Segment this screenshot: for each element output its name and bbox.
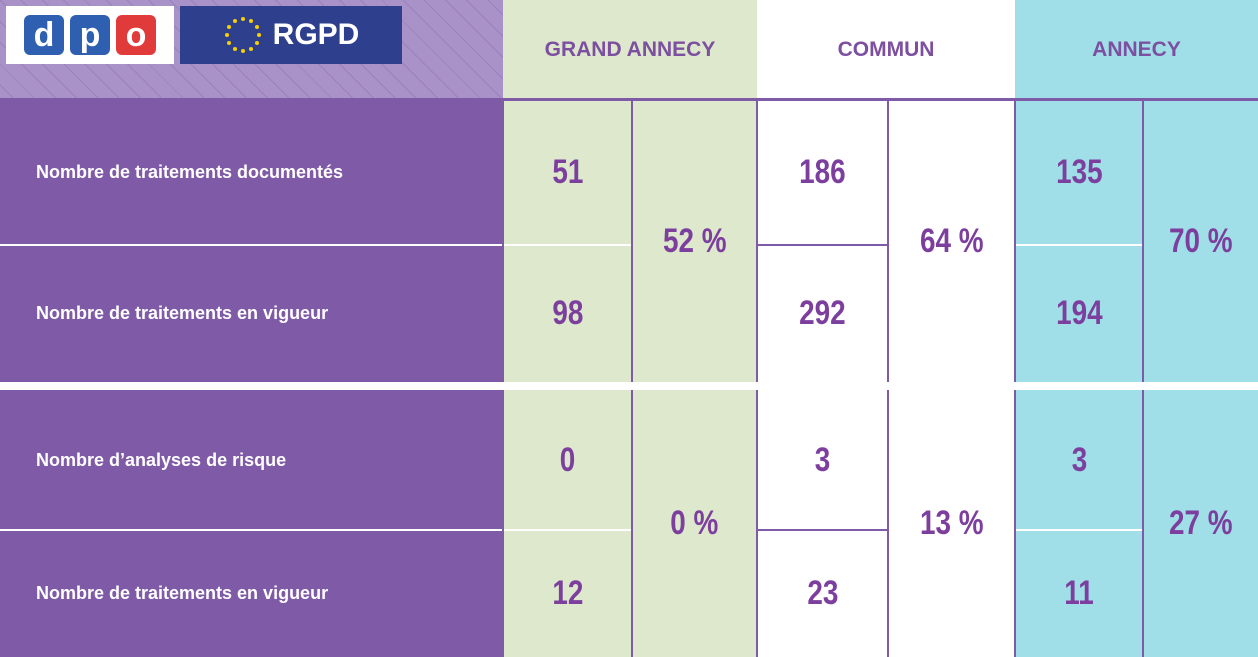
column-separator <box>887 100 889 382</box>
value: 194 <box>1055 294 1103 332</box>
row-label: Nombre de traitements en vigueur <box>0 530 503 657</box>
percent: 70 % <box>1168 221 1233 260</box>
column-separator <box>756 100 758 657</box>
value-cell: 12 <box>503 530 632 657</box>
value-cell: 11 <box>1015 530 1143 657</box>
percent: 0 % <box>670 504 719 542</box>
column-separator <box>1142 390 1144 657</box>
value: 186 <box>799 153 846 191</box>
value: 98 <box>551 294 584 332</box>
value-cell: 3 <box>757 390 888 530</box>
value: 23 <box>806 574 839 612</box>
eu-stars <box>224 17 261 53</box>
dpo-letter: o <box>116 15 156 55</box>
value-cell: 194 <box>1015 245 1143 382</box>
dpo-letter: p <box>70 15 110 55</box>
row-label: Nombre de traitements en vigueur <box>0 245 503 382</box>
column-header: GRAND ANNECY <box>503 0 757 100</box>
column-separator <box>631 390 633 657</box>
row-separator <box>0 244 503 246</box>
column-separator <box>1014 100 1016 657</box>
percent-cell: 52 % <box>632 100 757 382</box>
value-cell: 3 <box>1015 390 1143 530</box>
value-cell: 186 <box>757 100 888 245</box>
rgpd-text: RGPD <box>272 18 360 51</box>
value: 292 <box>799 294 846 332</box>
percent-cell: 27 % <box>1143 390 1258 657</box>
column-separator <box>502 100 504 657</box>
percent: 27 % <box>1168 504 1233 542</box>
dpo-letter: d <box>24 15 64 55</box>
value: 0 <box>559 440 576 479</box>
row-separator <box>0 529 503 531</box>
value: 12 <box>551 574 584 612</box>
percent-cell: 70 % <box>1143 100 1258 382</box>
row-separator <box>1015 529 1143 531</box>
column-separator <box>631 100 633 382</box>
column-header: COMMUN <box>757 0 1015 100</box>
percent-cell: 64 % <box>888 100 1015 382</box>
rgpd-logo: RGPD <box>180 6 402 64</box>
group-separator <box>0 382 1258 390</box>
column-separator <box>1142 100 1144 382</box>
percent-cell: 13 % <box>888 390 1015 657</box>
value-cell: 135 <box>1015 100 1143 245</box>
row-label: Nombre d’analyses de risque <box>0 390 503 530</box>
column-separator <box>887 390 889 657</box>
percent: 64 % <box>919 221 984 260</box>
percent: 13 % <box>919 504 984 542</box>
row-separator <box>1015 244 1143 246</box>
percent: 52 % <box>662 221 727 260</box>
value-cell: 292 <box>757 245 888 382</box>
value: 11 <box>1064 574 1094 612</box>
header-separator <box>0 98 1258 101</box>
value-cell: 98 <box>503 245 632 382</box>
value: 135 <box>1055 153 1103 191</box>
row-separator <box>757 244 888 246</box>
row-separator <box>757 529 888 531</box>
row-separator <box>503 529 632 531</box>
percent-cell: 0 % <box>632 390 757 657</box>
value-cell: 0 <box>503 390 632 530</box>
value-cell: 23 <box>757 530 888 657</box>
value: 51 <box>551 153 584 191</box>
value: 3 <box>1071 440 1087 479</box>
row-separator <box>503 244 632 246</box>
value-cell: 51 <box>503 100 632 245</box>
value: 3 <box>814 440 831 479</box>
column-header: ANNECY <box>1015 0 1258 100</box>
row-label: Nombre de traitements documentés <box>0 100 503 245</box>
